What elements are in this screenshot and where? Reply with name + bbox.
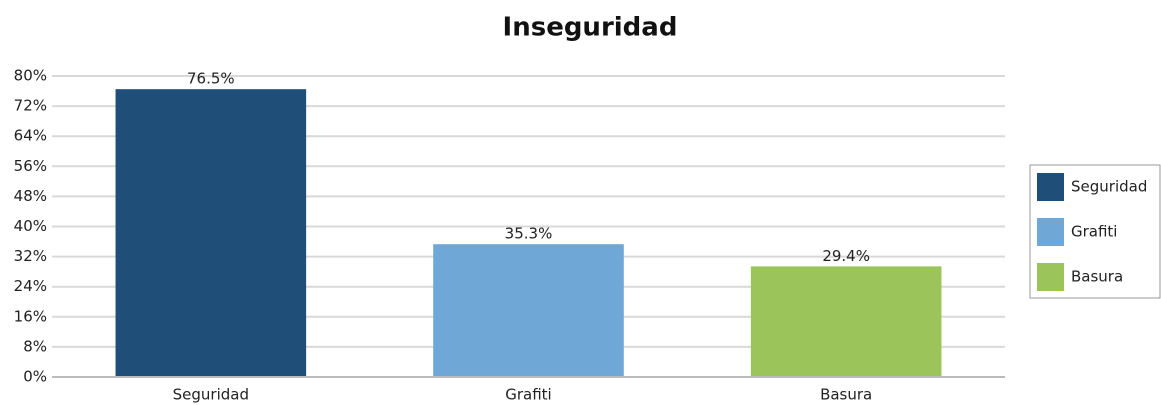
data-label: 76.5% (187, 70, 235, 88)
y-tick-label: 40% (14, 217, 47, 235)
chart-title: Inseguridad (503, 13, 678, 43)
y-tick-label: 48% (14, 187, 47, 205)
legend-label: Grafiti (1071, 223, 1117, 241)
legend-swatch (1037, 218, 1064, 246)
legend-label: Basura (1071, 268, 1123, 286)
data-label: 35.3% (505, 225, 553, 243)
y-tick-label: 16% (14, 307, 47, 325)
y-tick-label: 80% (14, 67, 47, 85)
bar (433, 244, 624, 377)
y-tick-label: 0% (23, 368, 47, 386)
y-tick-label: 64% (14, 127, 47, 145)
x-tick-label: Seguridad (173, 386, 249, 404)
bar (115, 89, 307, 377)
y-tick-label: 56% (14, 157, 47, 175)
legend-swatch (1037, 263, 1064, 291)
legend-swatch (1037, 173, 1064, 201)
y-tick-label: 32% (14, 247, 47, 265)
x-tick-label: Grafiti (505, 386, 551, 404)
y-tick-label: 8% (23, 337, 47, 355)
y-tick-label: 24% (14, 277, 47, 295)
y-tick-label: 72% (14, 97, 47, 115)
data-label: 29.4% (822, 247, 870, 265)
x-tick-label: Basura (820, 386, 872, 404)
legend-label: Seguridad (1071, 178, 1147, 196)
bar (750, 266, 942, 377)
